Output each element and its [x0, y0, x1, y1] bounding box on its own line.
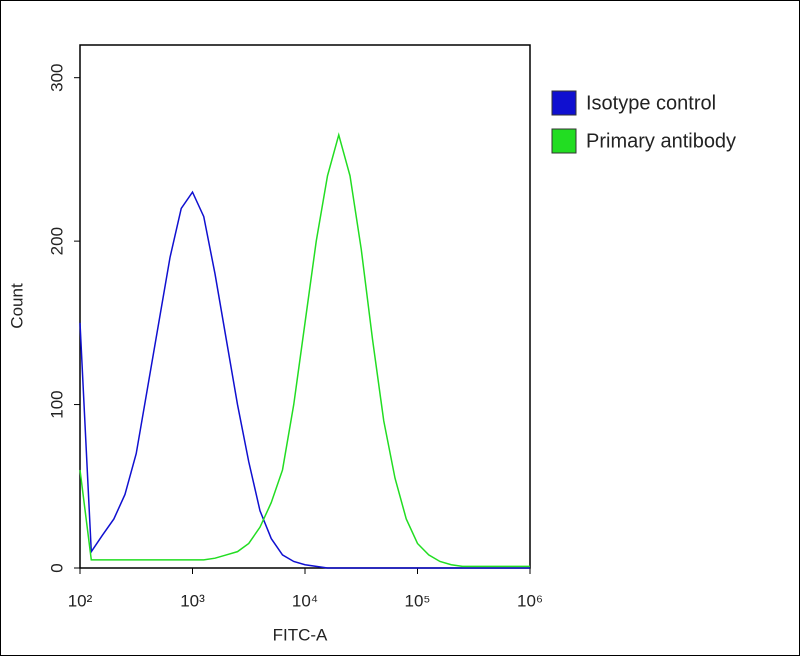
y-axis-label: Count — [7, 283, 26, 329]
x-axis-label: FITC-A — [273, 625, 328, 644]
legend-swatch — [551, 90, 577, 116]
y-tick-label: 300 — [47, 64, 66, 92]
legend-label: Isotype control — [586, 92, 716, 114]
x-tick-label: 10⁴ — [292, 591, 318, 610]
x-tick-label: 10² — [68, 591, 93, 610]
legend-swatch — [551, 128, 577, 154]
series-line — [79, 132, 530, 568]
x-tick-label: 10⁵ — [405, 591, 431, 610]
x-tick-label: 10³ — [180, 591, 205, 610]
series-line — [79, 190, 530, 569]
plot-frame — [79, 44, 531, 569]
legend-label: Primary antibody — [586, 130, 736, 152]
y-tick-label: 200 — [47, 227, 66, 255]
y-tick-label: 0 — [47, 563, 66, 572]
x-tick-label: 10⁶ — [517, 591, 543, 610]
y-tick-label: 100 — [47, 390, 66, 418]
